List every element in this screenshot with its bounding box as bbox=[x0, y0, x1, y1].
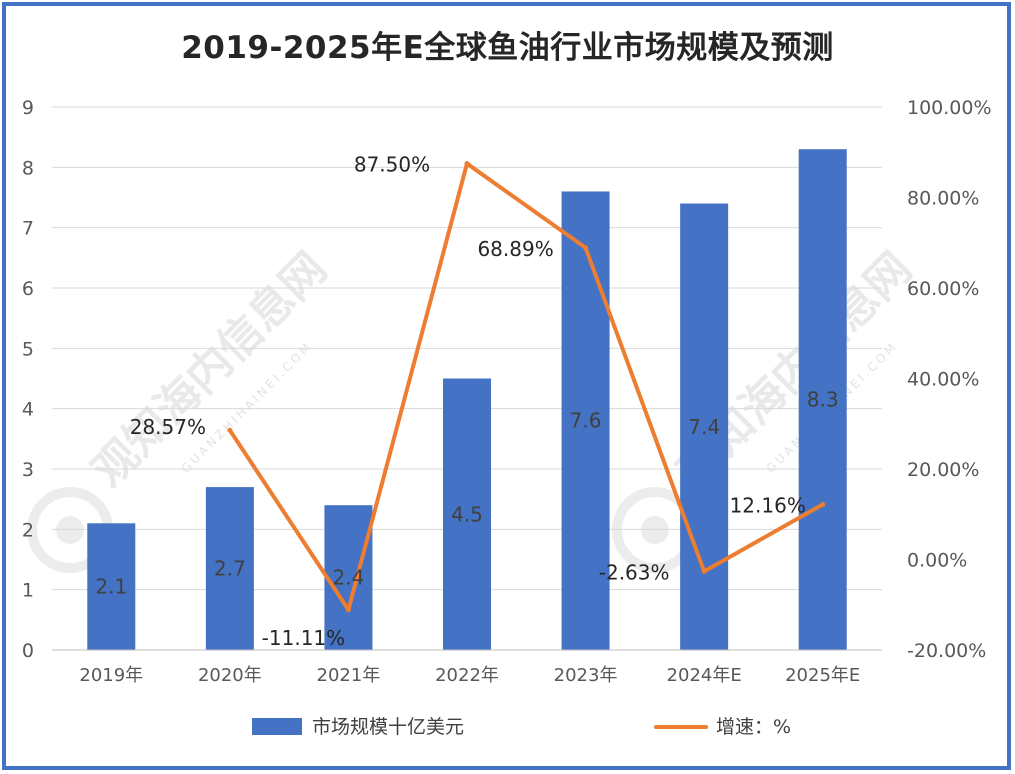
y-right-tick-label: 0.00% bbox=[907, 550, 967, 572]
y-left-tick-label: 1 bbox=[22, 580, 34, 602]
y-right-tick-label: 40.00% bbox=[907, 369, 979, 391]
line-point bbox=[464, 161, 470, 167]
y-left-tick-label: 5 bbox=[22, 338, 34, 360]
y-right-tick-label: 100.00% bbox=[907, 97, 992, 119]
x-tick-label: 2023年 bbox=[554, 665, 618, 686]
y-left-tick-label: 6 bbox=[22, 278, 34, 300]
line-point bbox=[345, 607, 351, 613]
line-data-label: 68.89% bbox=[477, 237, 553, 261]
bar bbox=[443, 378, 491, 650]
bar bbox=[798, 149, 847, 650]
y-left-tick-label: 9 bbox=[22, 97, 34, 119]
x-tick-label: 2022年 bbox=[435, 665, 499, 686]
bar bbox=[680, 203, 729, 651]
y-left-tick-label: 7 bbox=[22, 218, 34, 240]
line-point bbox=[227, 427, 233, 433]
y-left-tick-label: 8 bbox=[22, 157, 34, 179]
data-labels: 2.1 2.7 2.4 4.5 7.6 7.4 8.3 28.57% -11.11% 87.50%… bbox=[95, 153, 838, 650]
y-right-tick-label: 20.00% bbox=[907, 459, 979, 481]
y-right-tick-label: 80.00% bbox=[907, 188, 979, 210]
line-data-label: -11.11% bbox=[262, 626, 345, 650]
legend-bar-label: 市场规模十亿美元 bbox=[312, 716, 464, 738]
x-tick-label: 2020年 bbox=[198, 665, 262, 686]
line-point bbox=[701, 568, 707, 574]
bar bbox=[561, 191, 610, 650]
y-right-tick-label: -20.00% bbox=[907, 640, 986, 662]
chart-title: 2019-2025年E全球鱼油行业市场规模及预测 bbox=[181, 30, 834, 66]
line-data-label: 12.16% bbox=[730, 493, 806, 517]
line-data-label: 87.50% bbox=[354, 153, 430, 177]
legend: 市场规模十亿美元 增速：% bbox=[252, 716, 791, 738]
legend-bar-swatch bbox=[252, 718, 302, 735]
line-series bbox=[227, 161, 826, 613]
bar-data-label: 7.4 bbox=[688, 415, 720, 439]
y-left-tick-label: 4 bbox=[22, 399, 34, 421]
bar-data-label: 7.6 bbox=[570, 409, 602, 433]
x-tick-label: 2019年 bbox=[79, 665, 143, 686]
bar-data-label: 4.5 bbox=[451, 502, 483, 526]
y-left-tick-label: 0 bbox=[22, 640, 34, 662]
bar-data-label: 2.1 bbox=[95, 575, 127, 599]
line-point bbox=[820, 501, 826, 507]
watermark-text: 观知海内信息网 bbox=[83, 243, 337, 497]
bar bbox=[87, 523, 136, 650]
y-right-tick-label: 60.00% bbox=[907, 278, 979, 300]
bar-data-label: 8.3 bbox=[807, 388, 839, 412]
bar bbox=[205, 487, 254, 650]
bar-data-label: 2.7 bbox=[214, 557, 246, 581]
line-point bbox=[583, 245, 589, 251]
y-left-tick-label: 2 bbox=[22, 519, 34, 541]
line-data-label: 28.57% bbox=[130, 415, 206, 439]
x-tick-label: 2021年 bbox=[317, 665, 381, 686]
y-left-tick-label: 3 bbox=[22, 459, 34, 481]
bar-series bbox=[87, 149, 847, 651]
x-tick-label: 2025年E bbox=[785, 665, 860, 686]
legend-line-label: 增速：% bbox=[716, 716, 791, 738]
axes: 0 1 2 3 4 5 6 7 8 9 -20.00% 0.00% 20.00% 40.00% 60.00%… bbox=[22, 97, 992, 686]
line-data-label: -2.63% bbox=[599, 560, 670, 584]
growth-line bbox=[227, 161, 825, 612]
bar-data-label: 2.4 bbox=[333, 566, 365, 590]
watermark-logo-core-icon bbox=[641, 516, 669, 544]
x-tick-label: 2024年E bbox=[667, 665, 742, 686]
watermark-logo-core-icon bbox=[56, 516, 84, 544]
bar bbox=[324, 505, 373, 650]
